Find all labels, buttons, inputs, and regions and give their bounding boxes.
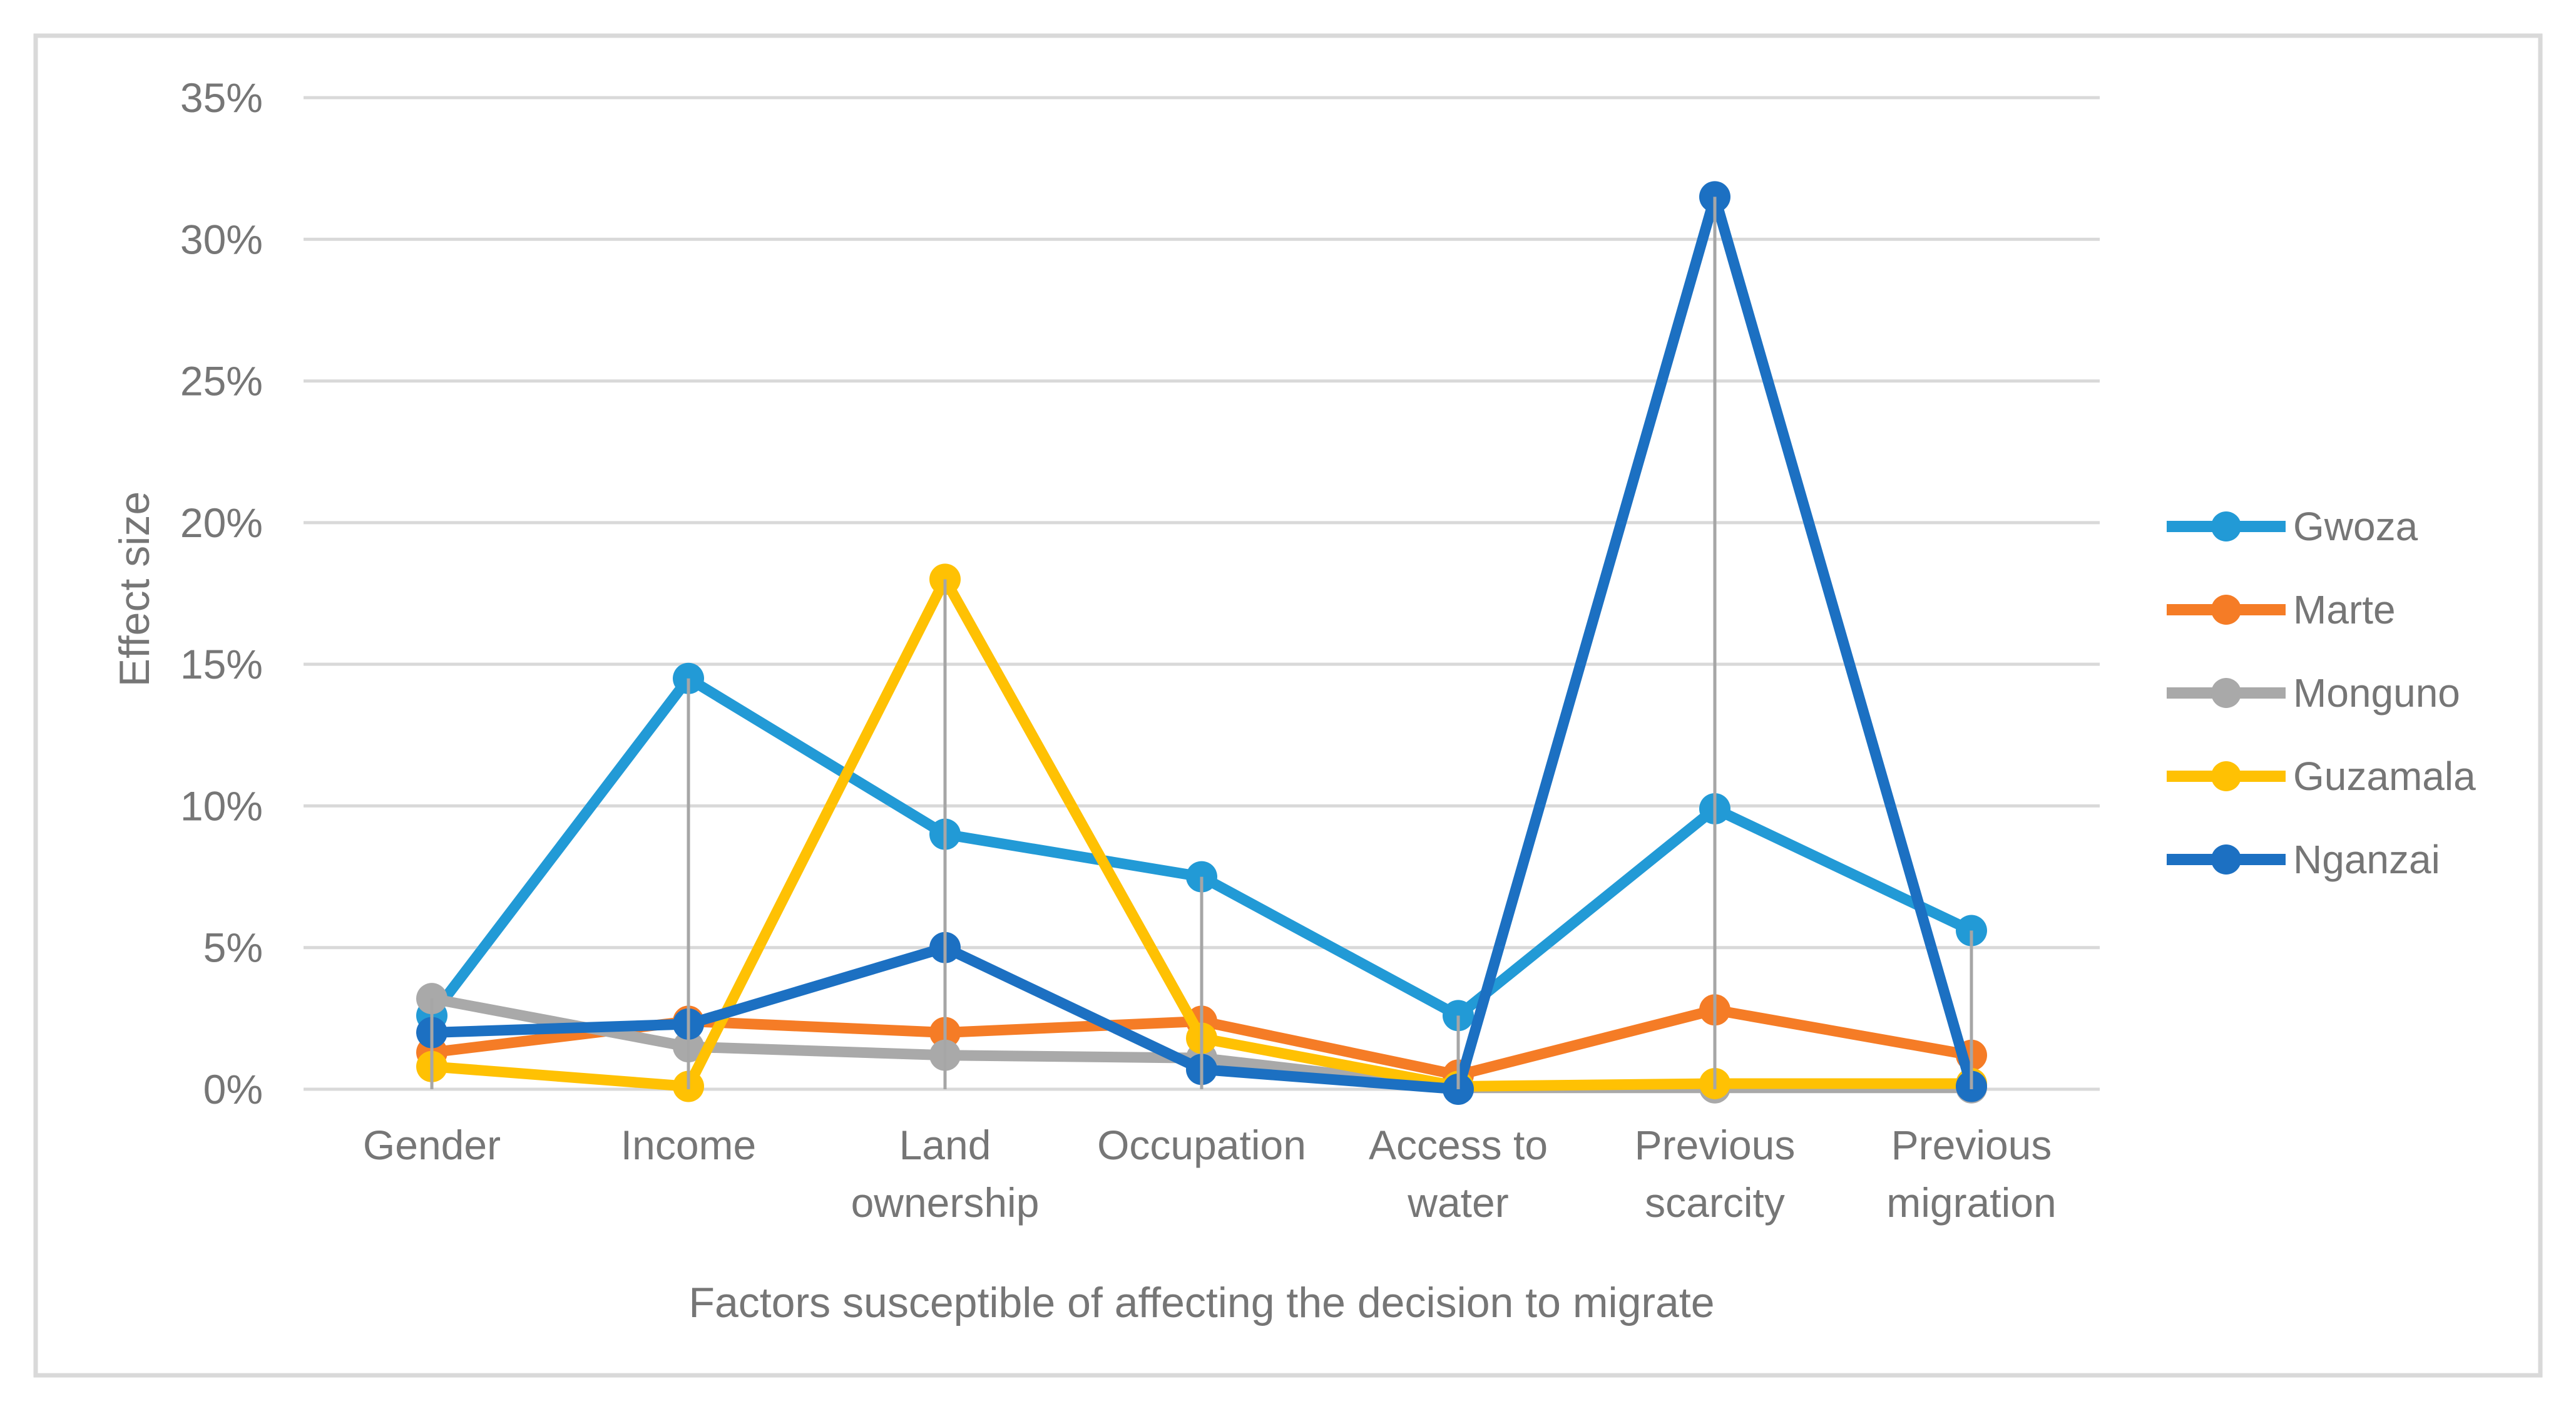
y-tick-label: 5% <box>203 925 263 971</box>
legend-dot-icon <box>2211 761 2241 791</box>
legend-item-guzamala: Guzamala <box>2167 754 2476 799</box>
x-tick-label-occupation: Occupation <box>1097 1122 1306 1168</box>
legend-marker-monguno <box>2167 678 2286 708</box>
y-tick-label: 35% <box>180 74 263 121</box>
x-tick-label-income: Income <box>621 1122 756 1168</box>
legend-marker-nganzai <box>2167 844 2286 875</box>
x-tick-label-access-to-water: water <box>1407 1179 1508 1226</box>
legend-marker-marte <box>2167 595 2286 625</box>
y-tick-label: 25% <box>180 358 263 404</box>
legend-label-monguno: Monguno <box>2293 670 2460 716</box>
x-tick-label-land-ownership: Land <box>899 1122 991 1168</box>
legend-marker-guzamala <box>2167 761 2286 791</box>
y-tick-label: 20% <box>180 500 263 546</box>
x-tick-label-previous-scarcity: Previous <box>1635 1122 1796 1168</box>
y-tick-label: 10% <box>180 782 263 829</box>
legend-label-nganzai: Nganzai <box>2293 837 2440 882</box>
legend-dot-icon <box>2211 595 2241 625</box>
legend-label-guzamala: Guzamala <box>2293 754 2476 799</box>
x-tick-label-gender: Gender <box>363 1122 501 1168</box>
x-tick-label-access-to-water: Access to <box>1369 1122 1548 1168</box>
legend-item-nganzai: Nganzai <box>2167 837 2440 882</box>
legend-dot-icon <box>2211 678 2241 708</box>
legend-dot-icon <box>2211 511 2241 541</box>
y-tick-label: 15% <box>180 641 263 687</box>
y-axis-title: Effect size <box>111 491 158 687</box>
legend-item-gwoza: Gwoza <box>2167 504 2418 549</box>
legend-label-gwoza: Gwoza <box>2293 504 2418 549</box>
legend-label-marte: Marte <box>2293 587 2396 632</box>
legend-item-marte: Marte <box>2167 587 2396 632</box>
x-axis-title: Factors susceptible of affecting the dec… <box>688 1279 1715 1326</box>
legend-marker-gwoza <box>2167 511 2286 541</box>
figure-border <box>33 33 2543 1378</box>
x-tick-label-previous-migration: migration <box>1886 1179 2056 1226</box>
y-tick-label: 30% <box>180 216 263 262</box>
y-tick-label: 0% <box>203 1066 263 1112</box>
x-tick-label-land-ownership: ownership <box>851 1179 1040 1226</box>
legend-item-monguno: Monguno <box>2167 670 2460 716</box>
x-tick-label-previous-scarcity: scarcity <box>1645 1179 1785 1226</box>
x-tick-label-previous-migration: Previous <box>1891 1122 2052 1168</box>
legend-dot-icon <box>2211 844 2241 875</box>
